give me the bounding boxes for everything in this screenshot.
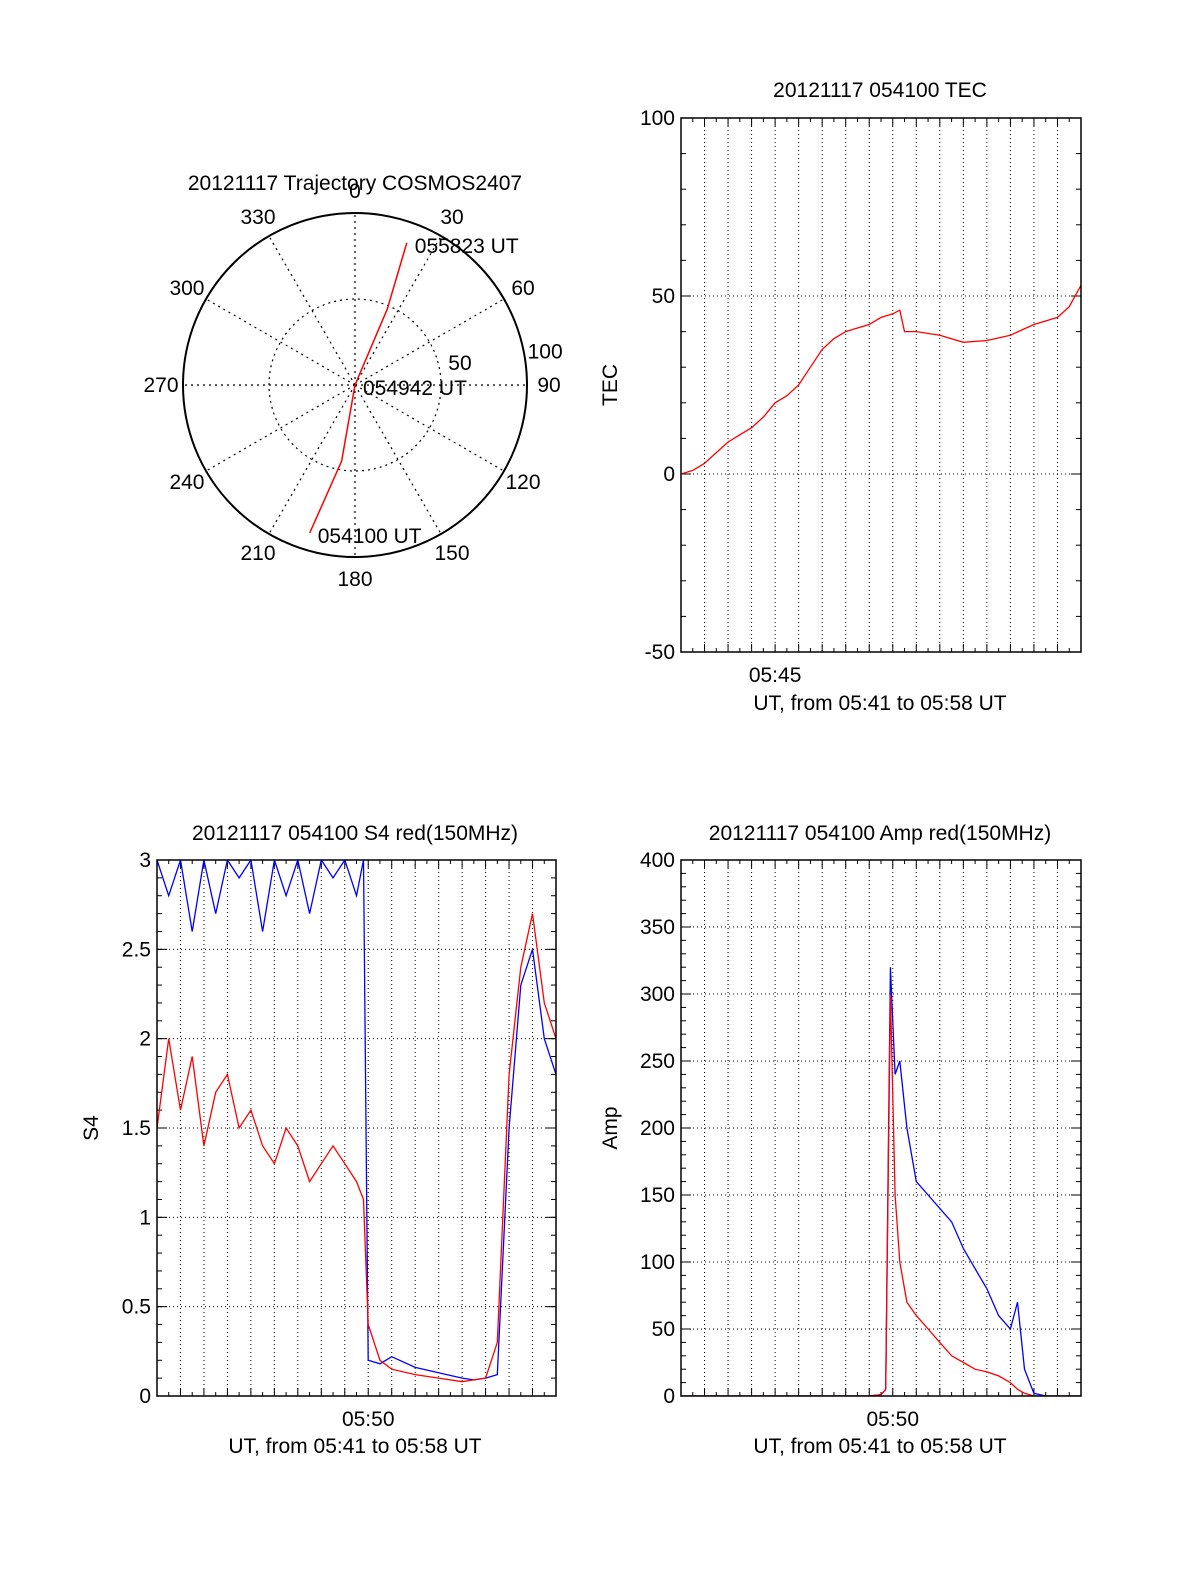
amp-frame bbox=[680, 859, 1082, 1397]
polar-grid-spoke bbox=[268, 235, 356, 386]
amp-ytick-label: 350 bbox=[640, 916, 675, 939]
s4-title: 20121117 054100 S4 red(150MHz) bbox=[192, 822, 518, 845]
polar-outer-circle bbox=[182, 212, 528, 558]
amp-ytick-label: 100 bbox=[640, 1251, 675, 1274]
tec-chart: 20121117 054100 TEC UT, from 05:41 to 05… bbox=[599, 79, 1082, 715]
polar-angle-label: 300 bbox=[169, 277, 204, 300]
amp-ytick-label: 250 bbox=[640, 1050, 675, 1073]
s4-ytick-label: 2.5 bbox=[122, 938, 151, 961]
amp-title: 20121117 054100 Amp red(150MHz) bbox=[709, 822, 1051, 845]
polar-angle-label: 330 bbox=[240, 206, 275, 229]
amp-ytick-label: 50 bbox=[652, 1318, 675, 1341]
tec-xlabel: UT, from 05:41 to 05:58 UT bbox=[753, 692, 1006, 715]
polar-grid-spoke bbox=[354, 384, 505, 472]
tec-xtick-label: 05:45 bbox=[749, 664, 802, 687]
amp-ytick-label: 300 bbox=[640, 983, 675, 1006]
tec-frame bbox=[680, 117, 1082, 653]
trajectory-annotation: 054942 UT bbox=[363, 377, 467, 400]
tec-ytick-label: 100 bbox=[640, 107, 675, 130]
s4-xtick-label: 05:50 bbox=[342, 1408, 395, 1431]
s4-series-blue bbox=[157, 860, 556, 1381]
polar-radial-label: 50 bbox=[448, 352, 471, 375]
tec-ytick-label: -50 bbox=[645, 641, 675, 664]
amp-ytick-label: 150 bbox=[640, 1184, 675, 1207]
amp-xlabel: UT, from 05:41 to 05:58 UT bbox=[753, 1435, 1006, 1458]
trajectory-line bbox=[309, 242, 408, 534]
s4-ytick-label: 2 bbox=[139, 1028, 151, 1051]
tec-ylabel: TEC bbox=[599, 364, 622, 406]
s4-ytick-label: 0.5 bbox=[122, 1296, 151, 1319]
s4-chart: 20121117 054100 S4 red(150MHz) UT, from … bbox=[80, 822, 557, 1458]
amp-series-red bbox=[681, 993, 1081, 1396]
polar-angle-label: 150 bbox=[434, 542, 469, 565]
trajectory-title: 20121117 Trajectory COSMOS2407 bbox=[188, 172, 522, 195]
polar-grid-spoke bbox=[354, 298, 505, 386]
polar-angle-label: 60 bbox=[511, 277, 534, 300]
polar-angle-label: 240 bbox=[169, 471, 204, 494]
polar-angle-label: 30 bbox=[440, 206, 463, 229]
tec-series-red bbox=[681, 284, 1081, 475]
s4-frame bbox=[156, 859, 557, 1397]
amp-chart: 20121117 054100 Amp red(150MHz) UT, from… bbox=[599, 822, 1082, 1458]
trajectory-annotation: 054100 UT bbox=[318, 525, 422, 548]
amp-ytick-label: 0 bbox=[663, 1385, 675, 1408]
polar-angle-label: 0 bbox=[349, 180, 361, 203]
tec-ytick-label: 50 bbox=[652, 285, 675, 308]
polar-angle-label: 120 bbox=[505, 471, 540, 494]
polar-angle-label: 180 bbox=[337, 568, 372, 591]
trajectory-annotation: 055823 UT bbox=[415, 235, 519, 258]
polar-grid-spoke bbox=[354, 235, 442, 386]
amp-ytick-label: 400 bbox=[640, 849, 675, 872]
s4-xlabel: UT, from 05:41 to 05:58 UT bbox=[228, 1435, 481, 1458]
tec-title: 20121117 054100 TEC bbox=[773, 79, 987, 102]
s4-ytick-label: 1 bbox=[139, 1206, 151, 1229]
s4-ytick-label: 3 bbox=[139, 849, 151, 872]
polar-grid-spoke bbox=[268, 384, 356, 535]
polar-grid-spoke bbox=[205, 384, 356, 472]
polar-grid-spoke bbox=[205, 298, 356, 386]
s4-ytick-label: 1.5 bbox=[122, 1117, 151, 1140]
polar-angle-label: 210 bbox=[240, 542, 275, 565]
polar-angle-label: 90 bbox=[537, 374, 560, 397]
polar-radial-label: 100 bbox=[528, 340, 563, 363]
trajectory-chart: 20121117 Trajectory COSMOS2407 0 30 60 90 12… bbox=[143, 172, 562, 591]
amp-xtick-label: 05:50 bbox=[866, 1408, 919, 1431]
polar-angle-label: 270 bbox=[143, 374, 178, 397]
tec-ytick-label: 0 bbox=[663, 463, 675, 486]
s4-series-red bbox=[157, 913, 556, 1383]
s4-ytick-label: 0 bbox=[139, 1385, 151, 1408]
s4-ylabel: S4 bbox=[80, 1115, 103, 1141]
amp-series-blue bbox=[681, 967, 1081, 1396]
polar-grid-spoke bbox=[354, 384, 442, 535]
amp-ylabel: Amp bbox=[599, 1106, 622, 1149]
amp-ytick-label: 200 bbox=[640, 1117, 675, 1140]
